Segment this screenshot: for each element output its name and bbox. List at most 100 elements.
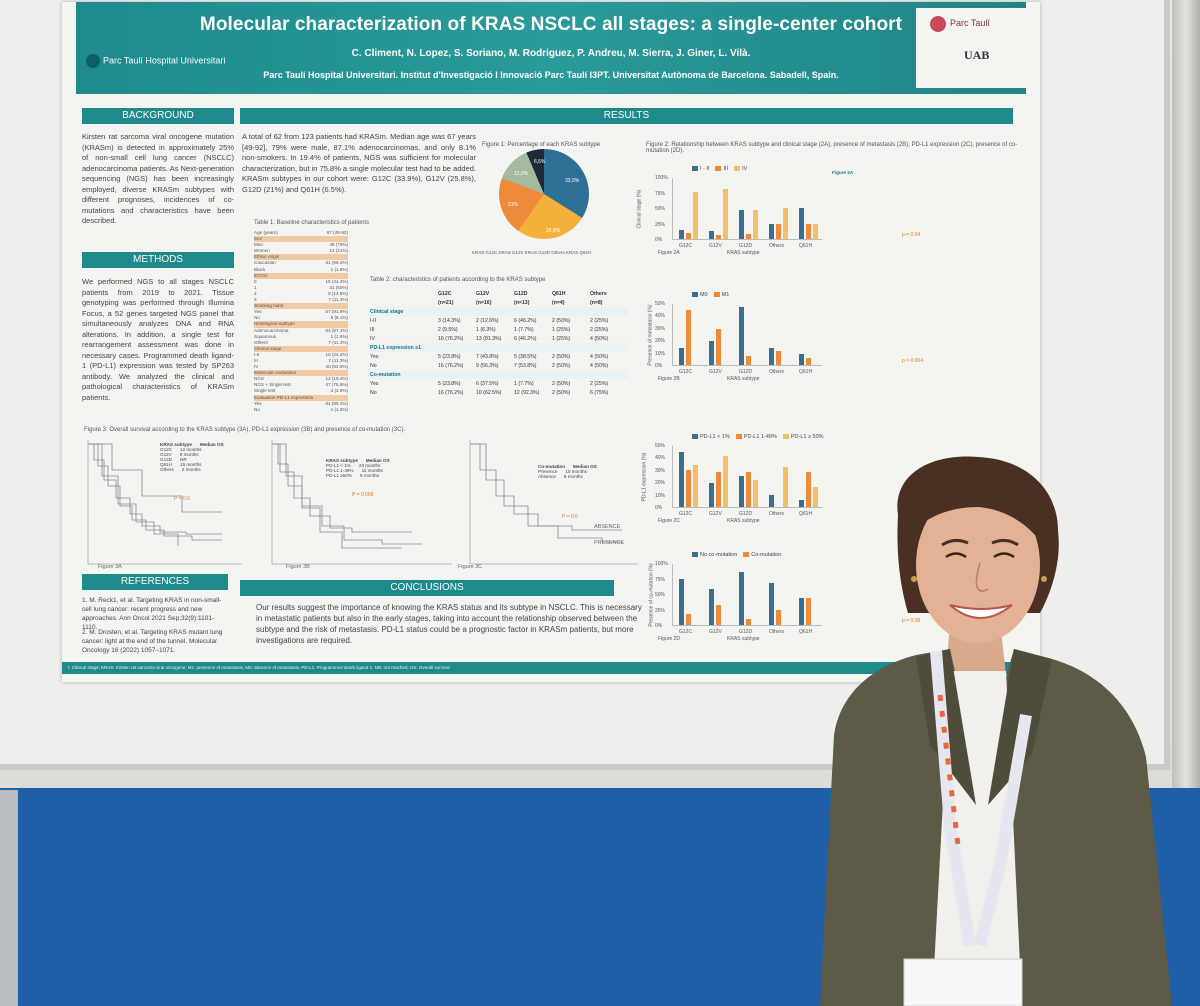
bar-others-1 (776, 609, 781, 625)
table-cell: Single test (254, 388, 276, 394)
bar-others-0 (769, 582, 774, 625)
table-cell: No (254, 315, 260, 321)
x-tick-label: Others (769, 511, 785, 517)
table-row: NGS + Single test 47 (75.8%) (254, 382, 348, 388)
table-cell: Presence (538, 469, 558, 474)
table-cell: 15 months (180, 462, 202, 467)
figure3a-pvalue: P = 0.6 (174, 496, 190, 502)
bar-q61h-1 (806, 597, 811, 625)
table-row: No 5 (8.1%) (254, 315, 348, 321)
y-tick-label: 0% (655, 623, 663, 629)
legend-swatch (692, 552, 698, 558)
table-cell: 1 (1.6%) (330, 406, 348, 412)
table-cell: 40 (64.5%) (325, 364, 348, 370)
table-row: No 16 (76.2%) 9 (56.3%) 7 (53.8%) 2 (50%) 4 (… (370, 361, 628, 370)
bar-g12d-0 (739, 572, 744, 625)
x-tick-label: G12V (709, 243, 722, 249)
table-cell: Molecular evaluation (254, 370, 297, 376)
table-cell: 23 months (358, 463, 381, 468)
table-cell: Caucasian (254, 260, 276, 266)
bar-q61h-0 (799, 208, 804, 239)
left-eye (945, 552, 967, 559)
bar-g12v-2 (723, 456, 728, 507)
bar-others-0 (769, 494, 774, 507)
table-row: Yes 5 (23.8%) 6 (37.5%) 1 (7.7%) 2 (50%) 2 (2… (370, 379, 628, 388)
table-cell: 6 months (179, 452, 199, 457)
bar-q61h-2 (813, 487, 818, 507)
y-tick-label: 100% (655, 175, 668, 181)
table-cell: 7 (11.3%) (328, 297, 348, 303)
table-cell: No (370, 389, 377, 396)
legend-item: No co-mutation (692, 552, 737, 558)
legend-item: PD-L1 < 1% (692, 434, 730, 440)
hair-top (916, 486, 1041, 541)
table-cell: 13 (81.3%) (476, 335, 502, 342)
table-cell: 1 (7.7%) (514, 326, 534, 333)
x-tick-label: G12V (709, 629, 722, 635)
table-cell: Median OS (573, 464, 597, 469)
legend-item: IV (734, 166, 747, 172)
legend-swatch (692, 434, 698, 440)
panel-pvalue: p = 0.004 (902, 358, 923, 364)
table-cell: 6 months (360, 473, 379, 478)
x-tick-label: G12D (739, 629, 753, 635)
pie-label-g12v: 25,8% (546, 228, 561, 234)
y-tick-label: 0% (655, 237, 663, 243)
y-tick-label: 10% (655, 492, 666, 499)
background-text: Kirsten rat sarcoma viral oncogene mutat… (82, 132, 234, 225)
table-cell: PD-L1 ≥50% (326, 473, 353, 478)
x-tick-label: Q61H (799, 629, 813, 635)
table-cell: Absence (538, 474, 556, 479)
table-row: Caucasian 61 (98.4%) (254, 260, 348, 266)
table-cell: 57 (91.9%) (325, 309, 348, 315)
table-cell: 6 (37.5%) (476, 380, 499, 387)
table-cell: 16 (76.2%) (438, 362, 464, 369)
pie-label-q61h: 6,5% (534, 159, 546, 165)
panel-pvalue: p = 0.04 (902, 232, 921, 238)
table-row: Molecular evaluation (254, 370, 348, 377)
table-row: PD-L1 ≥50% 6 months (326, 473, 390, 478)
table-cell: 1 (25%) (552, 326, 571, 333)
table-cell: I-II (370, 317, 377, 324)
table-cell: 9 (14.5%) (328, 290, 348, 296)
figure2a-table-title: Figure 2A (832, 170, 854, 175)
table-cell: Median OS (199, 442, 224, 447)
poster-title: Molecular characterization of KRAS NSCLC… (199, 14, 903, 35)
x-tick-label: G12D (739, 511, 753, 517)
x-tick-label: Others (769, 629, 785, 635)
table-cell: IV (254, 364, 259, 370)
table-row: PD-L1 1-49% 11 months (326, 468, 390, 473)
table-cell: G12V (160, 452, 172, 457)
table-row: Histological subtype (254, 321, 348, 328)
table-cell: 15 (24.2%) (325, 278, 348, 284)
table-cell: 15 (24.2%) (325, 351, 348, 357)
table-cell: (n=4) (552, 299, 565, 306)
table-cell: Clinical stage (370, 308, 404, 315)
table-cell: 61 (98.4%) (325, 400, 348, 406)
y-tick-label: 50% (655, 206, 666, 212)
table-cell: Evaluation PD-L1 expression (254, 394, 314, 400)
institute-logo-icon (930, 16, 946, 32)
figure3-caption: Figure 3: Overall survival according to … (84, 427, 406, 433)
x-tick-label: Others (769, 243, 785, 249)
table-cell: 7 (43.8%) (476, 353, 499, 360)
y-tick-label: 40% (655, 455, 666, 462)
bar-others-1 (776, 223, 781, 239)
table-cell: 16 (76.2%) (438, 389, 464, 396)
nose (975, 562, 989, 592)
y-tick-label: 50% (655, 592, 666, 598)
bar-q61h-0 (799, 499, 804, 507)
table-cell: 2 (25%) (590, 317, 609, 324)
table-cell: 49 (79%) (329, 242, 348, 248)
table-cell: PD-L1 expression ≥1 (370, 344, 421, 351)
figure2-legend: M0 M1 (692, 292, 729, 298)
methods-heading: METHODS (82, 252, 234, 268)
figure3c-legend-absence: ABSENCE (594, 524, 621, 530)
baseline-characteristics-table: Age (years) 67 (49-92) Sex Men 49 (79%) Women… (254, 230, 348, 413)
bar-g12c-2 (693, 191, 698, 239)
bar-g12c-1 (686, 310, 691, 365)
table-cell: 2 (254, 290, 257, 296)
poster-banner: Molecular characterization of KRAS NSCLC… (76, 2, 1026, 94)
bar-q61h-0 (799, 597, 804, 625)
table-cell: 1 (1.6%) (330, 333, 348, 339)
